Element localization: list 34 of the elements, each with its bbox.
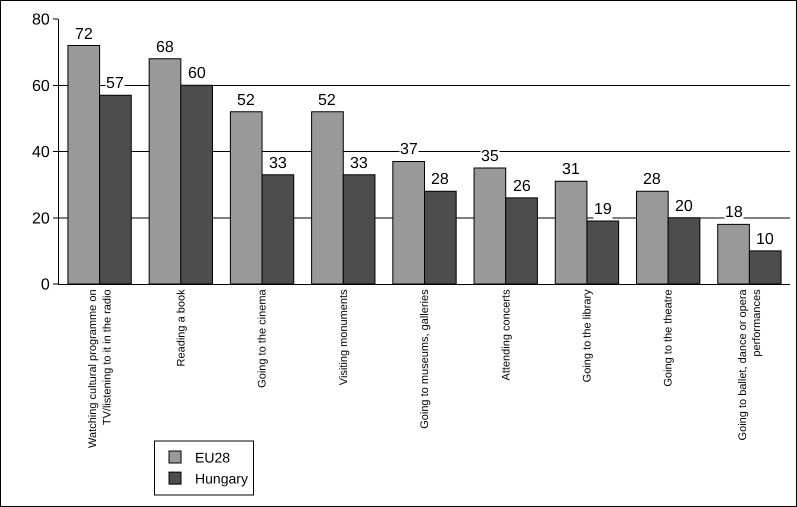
data-label: 31 <box>562 161 580 178</box>
x-tick-label: Going to the library <box>582 288 594 382</box>
x-tick-label: Going to the theatre <box>662 289 675 387</box>
data-label: 28 <box>431 171 449 188</box>
x-tick-label: Reading a book <box>175 288 188 366</box>
y-tick-label: 40 <box>32 144 50 162</box>
data-label: 26 <box>513 178 531 195</box>
data-label: 33 <box>350 155 368 172</box>
y-tick-label: 0 <box>40 276 50 294</box>
data-label: 28 <box>643 171 661 188</box>
data-label: 52 <box>318 92 336 109</box>
data-label: 68 <box>156 39 174 56</box>
data-label: 33 <box>269 155 287 172</box>
data-label: 37 <box>400 141 418 158</box>
data-label: 60 <box>188 65 206 82</box>
x-tick-label: Watching cultural programme on TV/listening to it in the radio <box>87 289 114 448</box>
y-tick-label: 80 <box>32 12 50 29</box>
data-label: 52 <box>237 92 255 109</box>
x-tick-label: Going to museums, galleries <box>419 288 432 429</box>
y-tick-label: 20 <box>32 210 50 228</box>
data-label: 19 <box>594 201 612 218</box>
data-label: 20 <box>675 198 693 215</box>
y-tick-label: 60 <box>32 78 50 95</box>
data-label: 57 <box>106 75 124 92</box>
data-label: 35 <box>481 148 499 165</box>
legend-label: Hungary <box>195 470 248 487</box>
data-label: 18 <box>725 204 743 221</box>
legend-label: EU28 <box>195 449 230 466</box>
x-tick-label: Visiting monuments <box>338 288 350 386</box>
x-tick-label: Attending concerts <box>500 288 512 381</box>
data-label: 72 <box>75 26 93 43</box>
x-tick-label: Going to the cinema <box>256 288 269 388</box>
data-label: 10 <box>756 231 774 248</box>
x-tick-label: Going to ballet, dance or opera performances <box>736 288 764 440</box>
